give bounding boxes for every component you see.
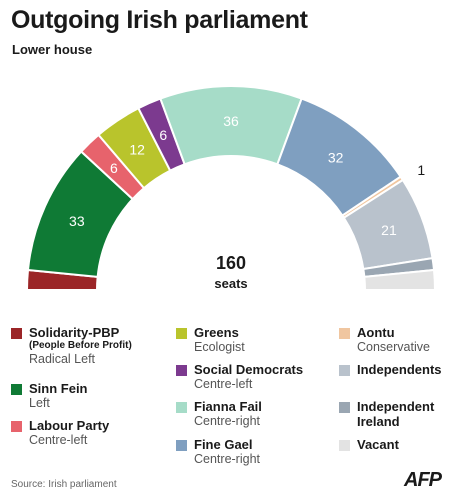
legend-swatch: [11, 328, 22, 339]
legend-name: Solidarity-PBP: [29, 325, 120, 340]
seat-label-labour-party: 6: [110, 160, 118, 176]
legend-swatch: [339, 328, 350, 339]
legend-swatch: [339, 440, 350, 451]
seat-label-sinn-fein: 33: [69, 213, 85, 229]
seat-label-solidarity-pbp: 5: [0, 274, 8, 290]
legend-swatch: [11, 421, 22, 432]
seat-label-social-democrats: 6: [159, 127, 167, 143]
legend-swatch: [176, 402, 187, 413]
legend-swatch: [176, 440, 187, 451]
legend-name: Aontu: [357, 325, 395, 340]
legend-swatch: [176, 365, 187, 376]
legend-item-fine-gael: Fine Gael Centre-right: [176, 437, 260, 467]
seat-label-independents: 21: [381, 222, 397, 238]
legend-name: Greens: [194, 325, 239, 340]
legend-orientation: Centre-right: [194, 414, 260, 428]
legend-item-independents: Independents: [339, 362, 442, 377]
seat-label-vacant: 5: [446, 274, 454, 290]
legend-item-fianna-fail: Fianna Fail Centre-right: [176, 399, 262, 429]
source-note: Source: Irish parliament: [11, 479, 117, 490]
legend-item-solidarity-pbp: Solidarity-PBP (People Before Profit) Radi…: [11, 325, 132, 367]
legend-swatch: [339, 365, 350, 376]
legend-note: (People Before Profit): [29, 340, 132, 351]
legend-orientation: Conservative: [357, 340, 430, 354]
legend-name: Independents: [357, 362, 442, 377]
legend-item-sinn-fein: Sinn Fein Left: [11, 381, 88, 411]
legend-item-aontu: Aontu Conservative: [339, 325, 430, 355]
arc-vacant: [363, 268, 437, 291]
seat-label-fianna-fail: 36: [223, 113, 239, 129]
seat-label-aontu: 1: [417, 162, 425, 178]
legend-swatch: [176, 328, 187, 339]
legend-orientation: Centre-right: [194, 452, 260, 466]
legend-orientation: Left: [29, 396, 50, 410]
legend-item-vacant: Vacant: [339, 437, 399, 452]
chart-subtitle: Lower house: [12, 42, 93, 57]
legend-name: Social Democrats: [194, 362, 304, 377]
total-seats-label: seats: [214, 276, 247, 291]
legend-name: Labour Party: [29, 418, 110, 433]
legend-item-greens: Greens Ecologist: [176, 325, 245, 355]
legend-name: Fine Gael: [194, 437, 253, 452]
seat-label-independent-ireland: 3: [445, 260, 453, 276]
total-seats-number: 160: [216, 253, 246, 273]
legend-name: Vacant: [357, 437, 399, 452]
legend-orientation: Centre-left: [194, 377, 253, 391]
arc-segments: [25, 85, 437, 291]
legend-swatch: [11, 384, 22, 395]
legend-item-social-democrats: Social Democrats Centre-left: [176, 362, 303, 392]
afp-logo: AFP: [404, 469, 442, 491]
legend-name: Independent Ireland: [357, 399, 435, 429]
legend-orientation: Centre-left: [29, 433, 88, 447]
chart-title: Outgoing Irish parliament: [11, 6, 308, 34]
seat-label-greens: 12: [129, 141, 145, 157]
legend-name: Fianna Fail: [194, 399, 262, 414]
seat-label-fine-gael: 32: [328, 149, 344, 165]
legend-swatch: [339, 402, 350, 413]
legend-item-labour-party: Labour Party Centre-left: [11, 418, 109, 448]
legend-item-independent-ireland: Independent Ireland: [339, 399, 468, 429]
legend-orientation: Ecologist: [194, 340, 245, 354]
legend-name: Sinn Fein: [29, 381, 88, 396]
legend-orientation: Radical Left: [29, 352, 96, 366]
